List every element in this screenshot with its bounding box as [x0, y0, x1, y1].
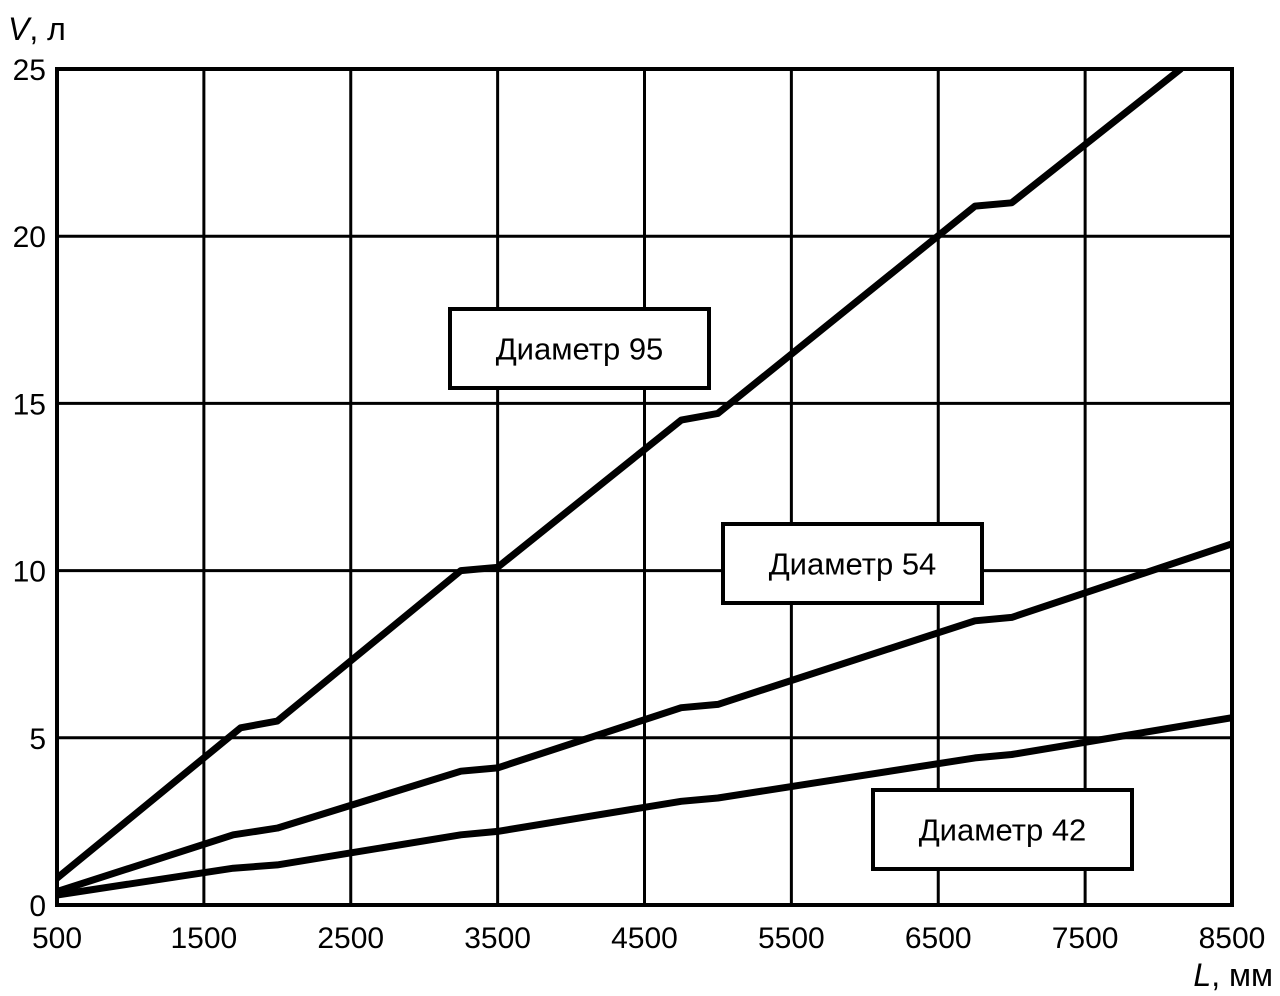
series-label-text: Диаметр 95 — [496, 332, 664, 367]
series-line-3 — [57, 714, 1232, 899]
x-tick-label: 5500 — [758, 922, 825, 955]
series-label-2: Диаметр 54 — [721, 522, 984, 605]
x-tick-label: 4500 — [611, 922, 678, 955]
plot-frame — [55, 67, 1234, 907]
series-label-box — [871, 788, 1134, 871]
y-tick-label: 25 — [13, 54, 46, 87]
series-lines — [57, 69, 1232, 899]
y-tick-label: 10 — [13, 556, 46, 589]
tick-labels: 500 1500 2500 3500 4500 5500 6500 7500 8500 0 5 10 1… — [13, 54, 1266, 955]
series-line-2 — [57, 540, 1232, 896]
x-tick-label: 500 — [32, 922, 82, 955]
x-tick-label: 3500 — [464, 922, 531, 955]
y-tick-label: 0 — [29, 890, 46, 923]
series-label-box — [721, 522, 984, 605]
y-tick-label: 20 — [13, 221, 46, 254]
series-label-3: Диаметр 42 — [871, 788, 1134, 871]
y-tick-label: 5 — [29, 723, 46, 756]
x-axis-label: L, мм — [1193, 957, 1273, 993]
x-tick-label: 7500 — [1052, 922, 1119, 955]
x-tick-label: 8500 — [1199, 922, 1266, 955]
x-tick-label: 1500 — [171, 922, 238, 955]
x-tick-label: 2500 — [317, 922, 384, 955]
series-line-1 — [57, 69, 1185, 882]
series-label-1: Диаметр 95 — [448, 307, 711, 390]
y-tick-label: 15 — [13, 388, 46, 421]
grid — [57, 69, 1232, 905]
series-label-text: Диаметр 54 — [769, 547, 937, 582]
series-label-text: Диаметр 42 — [919, 813, 1087, 848]
series-label-box — [448, 307, 711, 390]
x-tick-label: 6500 — [905, 922, 972, 955]
y-axis-label: V, л — [8, 11, 66, 47]
series-labels: Диаметр 95 Диаметр 54 Диаметр 42 — [448, 307, 1134, 871]
